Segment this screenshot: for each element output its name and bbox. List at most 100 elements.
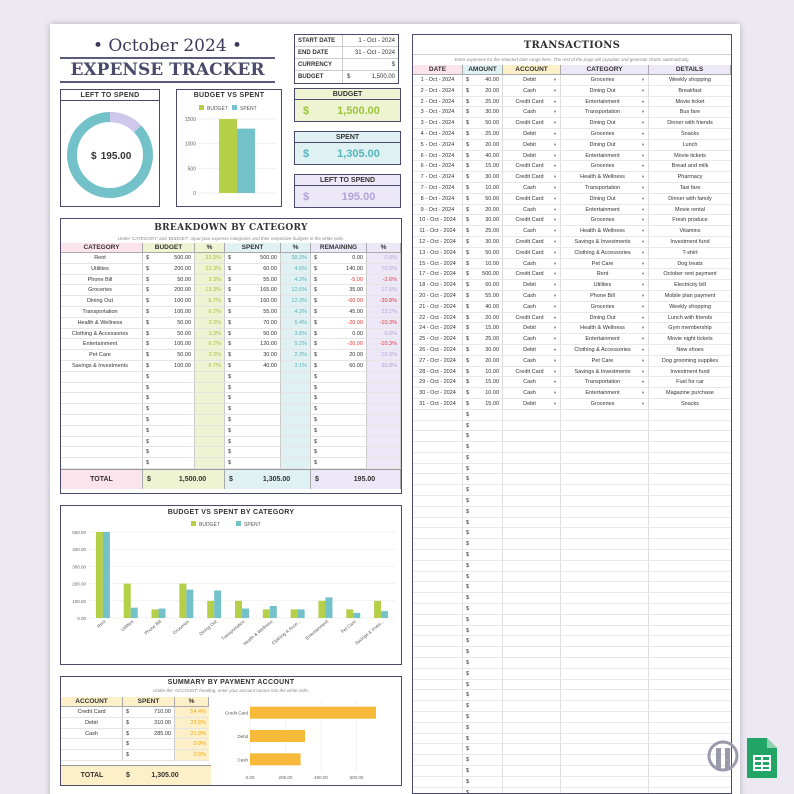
- tx-account-dropdown[interactable]: [503, 593, 561, 605]
- tx-amount[interactable]: $30.00: [463, 107, 503, 119]
- tx-category-dropdown[interactable]: Rent ▼: [561, 269, 649, 281]
- chevron-down-icon[interactable]: ▼: [641, 87, 645, 93]
- tx-amount[interactable]: $: [463, 712, 503, 723]
- tx-date[interactable]: [413, 787, 463, 793]
- tx-details[interactable]: Investment fund: [649, 367, 731, 378]
- chevron-down-icon[interactable]: ▼: [553, 314, 557, 320]
- tx-amount[interactable]: $: [463, 463, 503, 475]
- tx-details[interactable]: Electricity bill: [649, 280, 731, 291]
- tx-account-dropdown[interactable]: Debit ▼: [503, 398, 561, 410]
- tx-account-dropdown[interactable]: [503, 474, 561, 486]
- tx-amount[interactable]: $: [463, 625, 503, 637]
- breakdown-cell[interactable]: $: [143, 371, 195, 383]
- tx-amount[interactable]: $: [463, 528, 503, 540]
- tx-date[interactable]: 3 - Oct - 2024: [413, 118, 463, 129]
- settings-value[interactable]: $: [343, 62, 398, 68]
- tx-details[interactable]: Dog grooming supplies: [649, 356, 731, 367]
- tx-category-dropdown[interactable]: Dining Out ▼: [561, 118, 649, 129]
- chevron-down-icon[interactable]: ▼: [553, 249, 557, 255]
- tx-account-dropdown[interactable]: [503, 690, 561, 702]
- tx-amount[interactable]: $20.00: [463, 204, 503, 216]
- tx-amount[interactable]: $10.00: [463, 258, 503, 270]
- tx-account-dropdown[interactable]: Credit Card ▼: [503, 247, 561, 259]
- tx-account-dropdown[interactable]: [503, 668, 561, 680]
- tx-details[interactable]: Weekly shopping: [649, 75, 731, 86]
- tx-date[interactable]: 11 - Oct - 2024: [413, 226, 463, 237]
- breakdown-cell[interactable]: Clothing & Accessories: [61, 328, 143, 340]
- tx-details[interactable]: [649, 474, 731, 486]
- tx-date[interactable]: [413, 722, 463, 734]
- tx-date[interactable]: [413, 614, 463, 626]
- tx-category-dropdown[interactable]: [561, 733, 649, 745]
- breakdown-cell[interactable]: [61, 447, 143, 459]
- tx-category-dropdown[interactable]: [561, 582, 649, 594]
- tx-amount[interactable]: $20.00: [463, 312, 503, 324]
- tx-account-dropdown[interactable]: [503, 550, 561, 561]
- chevron-down-icon[interactable]: ▼: [553, 390, 557, 396]
- tx-details[interactable]: [649, 744, 731, 756]
- tx-category-dropdown[interactable]: Groceries ▼: [561, 161, 649, 173]
- tx-date[interactable]: [413, 496, 463, 507]
- tx-amount[interactable]: $: [463, 766, 503, 777]
- breakdown-cell[interactable]: [61, 382, 143, 394]
- tx-category-dropdown[interactable]: Clothing & Accessories ▼: [561, 344, 649, 356]
- tx-details[interactable]: [649, 539, 731, 551]
- tx-amount[interactable]: $: [463, 442, 503, 453]
- chevron-down-icon[interactable]: ▼: [641, 400, 645, 406]
- tx-amount[interactable]: $40.00: [463, 150, 503, 162]
- chevron-down-icon[interactable]: ▼: [553, 357, 557, 363]
- tx-date[interactable]: 26 - Oct - 2024: [413, 344, 463, 356]
- tx-account-dropdown[interactable]: Debit ▼: [503, 75, 561, 86]
- chevron-down-icon[interactable]: ▼: [641, 195, 645, 201]
- tx-account-dropdown[interactable]: [503, 712, 561, 723]
- tx-category-dropdown[interactable]: [561, 474, 649, 486]
- tx-amount[interactable]: $: [463, 755, 503, 766]
- tx-account-dropdown[interactable]: Debit ▼: [503, 150, 561, 162]
- breakdown-cell[interactable]: [61, 414, 143, 426]
- tx-amount[interactable]: $: [463, 647, 503, 659]
- tx-account-dropdown[interactable]: [503, 636, 561, 648]
- tx-details[interactable]: Magazine purchase: [649, 388, 731, 399]
- tx-details[interactable]: Fresh produce: [649, 215, 731, 227]
- chevron-down-icon[interactable]: ▼: [553, 120, 557, 126]
- tx-details[interactable]: [649, 788, 731, 793]
- tx-account-dropdown[interactable]: Credit Card ▼: [503, 312, 561, 324]
- tx-account-dropdown[interactable]: [503, 625, 561, 637]
- chevron-down-icon[interactable]: ▼: [641, 314, 645, 320]
- tx-amount[interactable]: $: [463, 420, 503, 432]
- tx-date[interactable]: 31 - Oct - 2024: [413, 398, 463, 410]
- tx-date[interactable]: 6 - Oct - 2024: [413, 161, 463, 173]
- tx-category-dropdown[interactable]: [561, 463, 649, 475]
- tx-details[interactable]: [649, 464, 731, 475]
- breakdown-cell[interactable]: $100.00: [143, 306, 195, 318]
- tx-amount[interactable]: $40.00: [463, 75, 503, 86]
- chevron-down-icon[interactable]: ▼: [553, 98, 557, 104]
- tx-amount[interactable]: $: [463, 593, 503, 605]
- tx-date[interactable]: [413, 539, 463, 551]
- chevron-down-icon[interactable]: ▼: [641, 130, 645, 136]
- tx-category-dropdown[interactable]: Entertainment ▼: [561, 96, 649, 108]
- tx-date[interactable]: 4 - Oct - 2024: [413, 128, 463, 140]
- breakdown-cell[interactable]: [61, 436, 143, 448]
- tx-category-dropdown[interactable]: [561, 604, 649, 615]
- tx-category-dropdown[interactable]: [561, 658, 649, 669]
- tx-account-dropdown[interactable]: [503, 604, 561, 615]
- tx-date[interactable]: [413, 636, 463, 648]
- tx-details[interactable]: [649, 518, 731, 529]
- tx-category-dropdown[interactable]: [561, 560, 649, 572]
- tx-date[interactable]: [413, 701, 463, 713]
- tx-category-dropdown[interactable]: Savings & Investments ▼: [561, 236, 649, 248]
- tx-date[interactable]: [413, 582, 463, 594]
- tx-amount[interactable]: $25.00: [463, 334, 503, 345]
- tx-details[interactable]: [649, 453, 731, 464]
- tx-account-dropdown[interactable]: Cash ▼: [503, 334, 561, 345]
- tx-date[interactable]: 29 - Oct - 2024: [413, 377, 463, 389]
- chevron-down-icon[interactable]: ▼: [641, 228, 645, 234]
- tx-amount[interactable]: $30.00: [463, 172, 503, 183]
- tx-account-dropdown[interactable]: [503, 614, 561, 626]
- account-name[interactable]: Cash: [61, 728, 123, 740]
- tx-date[interactable]: 2 - Oct - 2024: [413, 85, 463, 97]
- tx-date[interactable]: [413, 625, 463, 637]
- chevron-down-icon[interactable]: ▼: [553, 238, 557, 244]
- tx-category-dropdown[interactable]: Transportation ▼: [561, 107, 649, 119]
